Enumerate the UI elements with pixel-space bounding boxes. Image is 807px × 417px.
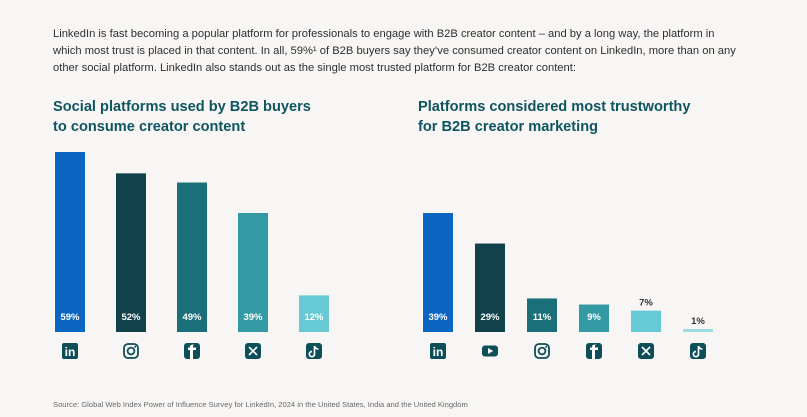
instagram-icon bbox=[534, 343, 550, 359]
tiktok-icon bbox=[306, 343, 322, 359]
chart-trust: 39% in 29% 11% 9% 7% 1% bbox=[423, 213, 713, 359]
bar-linkedin bbox=[423, 213, 453, 332]
bar-label-x: 39% bbox=[243, 312, 263, 323]
bar-x bbox=[238, 213, 268, 332]
bar-label-linkedin: 39% bbox=[428, 312, 448, 323]
bar-linkedin bbox=[55, 152, 85, 332]
bar-label-instagram: 11% bbox=[533, 312, 552, 323]
chart-title-trust-line-1: Platforms considered most trustworthy bbox=[418, 99, 691, 115]
intro-line-3: other social platform. LinkedIn also sta… bbox=[53, 62, 576, 74]
bar-x bbox=[631, 310, 661, 332]
bar-label-tiktok: 1% bbox=[691, 316, 705, 327]
chart-consume: 59% in 52% 49% 39% 12% bbox=[55, 152, 329, 359]
chart-title-trust-line-2: for B2B creator marketing bbox=[418, 119, 599, 135]
intro-line-1: LinkedIn is fast becoming a popular plat… bbox=[53, 28, 715, 40]
bar-youtube bbox=[475, 243, 505, 332]
chart-title-consume-line-2: to consume creator content bbox=[53, 119, 246, 135]
bar-label-facebook: 49% bbox=[182, 312, 202, 323]
bar-label-facebook: 9% bbox=[587, 312, 601, 323]
bar-instagram bbox=[116, 173, 146, 332]
youtube-icon bbox=[482, 345, 498, 357]
chart-title-consume-line-1: Social platforms used by B2B buyers bbox=[53, 99, 311, 115]
linkedin-icon: in bbox=[62, 343, 78, 359]
bar-label-linkedin: 59% bbox=[60, 312, 80, 323]
bar-label-youtube: 29% bbox=[480, 312, 500, 323]
x-icon bbox=[245, 343, 261, 359]
linkedin-icon: in bbox=[430, 343, 446, 359]
facebook-icon bbox=[586, 343, 602, 359]
bar-label-instagram: 52% bbox=[121, 312, 141, 323]
svg-text:in: in bbox=[433, 345, 444, 359]
tiktok-icon bbox=[690, 343, 706, 359]
instagram-icon bbox=[123, 343, 139, 359]
bar-facebook bbox=[177, 182, 207, 332]
source-note: Source: Global Web Index Power of Influe… bbox=[53, 400, 468, 409]
bar-tiktok bbox=[299, 295, 329, 332]
bar-label-tiktok: 12% bbox=[304, 312, 324, 323]
x-icon bbox=[638, 343, 654, 359]
facebook-icon bbox=[184, 343, 200, 359]
bar-tiktok bbox=[683, 328, 713, 332]
intro-paragraph: LinkedIn is fast becoming a popular plat… bbox=[53, 26, 773, 77]
bar-facebook bbox=[579, 304, 609, 332]
bar-instagram bbox=[527, 298, 557, 332]
bar-label-x: 7% bbox=[639, 298, 653, 309]
chart-title-trust: Platforms considered most trustworthy fo… bbox=[418, 97, 718, 137]
svg-text:in: in bbox=[65, 345, 76, 359]
intro-line-2: which most trust is placed in that conte… bbox=[53, 45, 736, 57]
chart-title-consume: Social platforms used by B2B buyers to c… bbox=[53, 97, 333, 137]
